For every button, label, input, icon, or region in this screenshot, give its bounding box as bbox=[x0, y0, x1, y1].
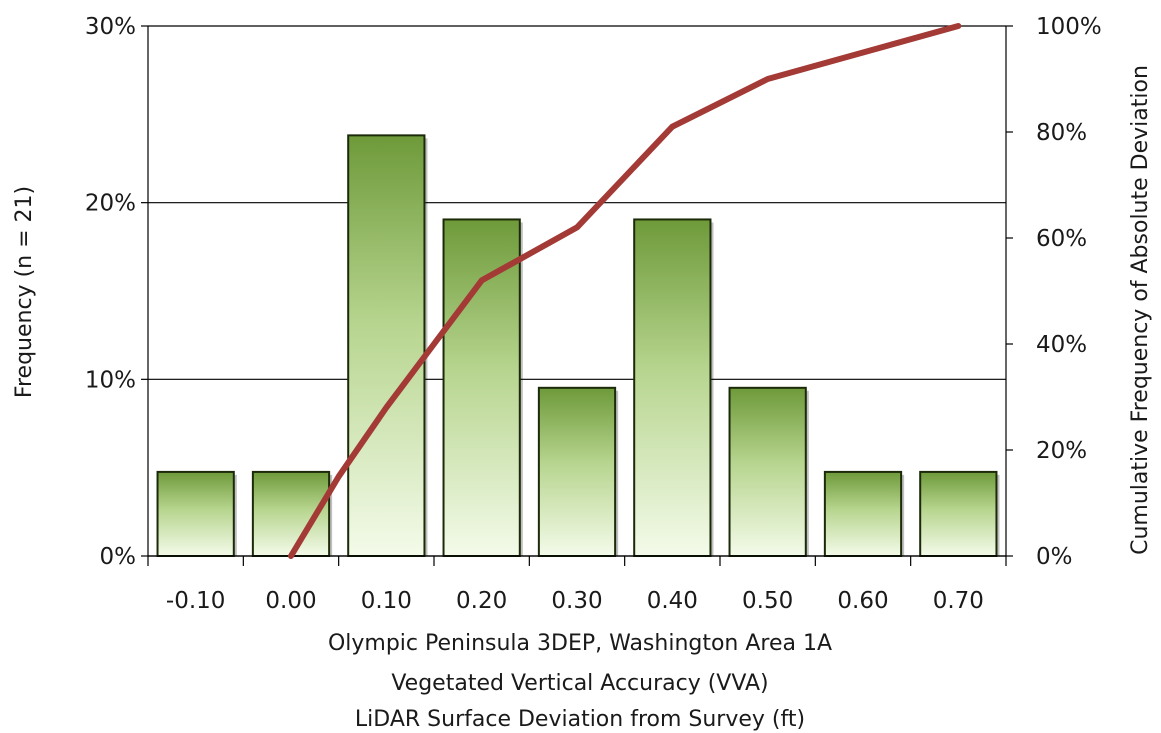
y2-tick-label: 80% bbox=[1036, 120, 1087, 146]
bar bbox=[728, 386, 807, 557]
labels-layer: 0% 10% 20% 30% 0% 20% 40% 60% 80% 100% -0.10 0.00 0.… bbox=[85, 14, 1102, 614]
line-layer bbox=[288, 23, 962, 559]
y2-axis-title: Cumulative Frequency of Absolute Deviati… bbox=[1128, 65, 1153, 555]
x-tick-label: -0.10 bbox=[166, 588, 226, 614]
bar bbox=[633, 218, 712, 557]
y2-tick-label: 60% bbox=[1036, 226, 1087, 252]
x-tick-label: 0.40 bbox=[647, 588, 698, 614]
y-axis-title: Frequency (n = 21) bbox=[12, 186, 37, 398]
x-tick-label: 0.20 bbox=[456, 588, 507, 614]
y2-tick-label: 40% bbox=[1036, 332, 1087, 358]
x-tick-label: 0.00 bbox=[265, 588, 316, 614]
y2-tick-label: 0% bbox=[1036, 544, 1073, 570]
bar bbox=[347, 134, 426, 558]
y-tick-label: 30% bbox=[85, 14, 136, 40]
bar bbox=[442, 218, 521, 557]
x-axis-title-line-1: Olympic Peninsula 3DEP, Washington Area … bbox=[328, 631, 832, 656]
y2-tick-label: 100% bbox=[1036, 14, 1102, 40]
y-tick-label: 20% bbox=[85, 191, 136, 217]
y-tick-label: 0% bbox=[100, 544, 137, 570]
x-axis-title-line-3: LiDAR Surface Deviation from Survey (ft) bbox=[355, 707, 805, 732]
x-tick-label: 0.60 bbox=[837, 588, 888, 614]
x-tick-label: 0.50 bbox=[742, 588, 793, 614]
y2-tick-label: 20% bbox=[1036, 438, 1087, 464]
x-tick-label: 0.70 bbox=[933, 588, 984, 614]
bar bbox=[823, 470, 903, 558]
bar bbox=[919, 470, 998, 558]
y-tick-label: 10% bbox=[85, 367, 136, 393]
x-tick-label: 0.30 bbox=[551, 588, 602, 614]
x-axis-title-line-2: Vegetated Vertical Accuracy (VVA) bbox=[391, 671, 768, 696]
cumulative-line bbox=[288, 23, 962, 559]
x-tick-label: 0.10 bbox=[361, 588, 412, 614]
bar bbox=[156, 470, 235, 558]
bar bbox=[537, 386, 617, 557]
bars-layer bbox=[156, 134, 1000, 558]
